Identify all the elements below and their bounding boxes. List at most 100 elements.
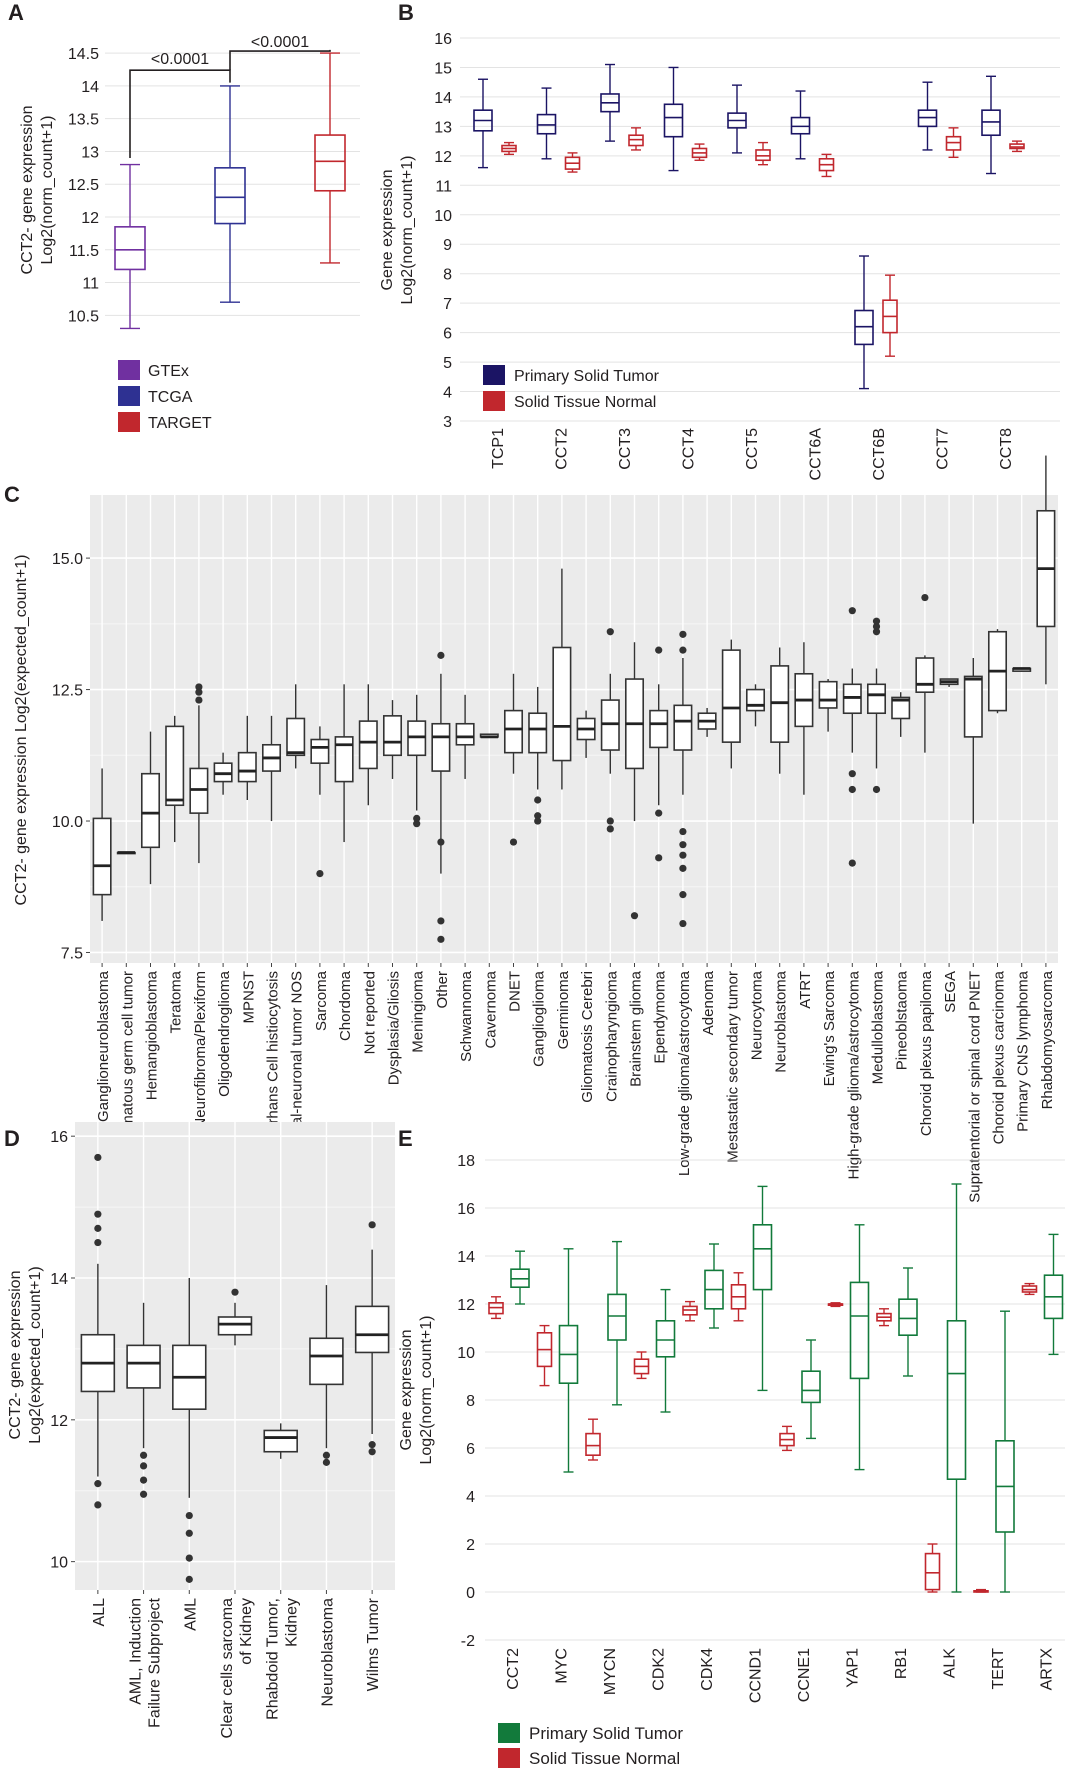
x-tick-label: CCT6A [808, 428, 825, 481]
outlier-point [872, 617, 881, 625]
x-tick-label: Failure Subproject [147, 1597, 164, 1727]
y-tick-label: 0 [466, 1585, 475, 1602]
outlier-point [94, 1210, 102, 1218]
y-axis-label: CCT2- gene expression Log2(expected_count… [7, 1266, 44, 1443]
box-cct2-normal [564, 152, 581, 173]
x-tick-label: Neuroblastoma [319, 1598, 336, 1707]
x-tick-label: ALK [942, 1648, 959, 1679]
y-tick-label: 10 [434, 208, 452, 225]
y-axis-label-line: CCT2- gene expression [7, 1271, 24, 1440]
outlier-point [368, 1441, 376, 1449]
box-iqr [114, 226, 146, 271]
box-chordoma [334, 684, 354, 843]
box-cdk2-normal [633, 1351, 650, 1380]
y-tick-label: 12 [50, 1413, 68, 1430]
box-yap1-tumor [849, 1224, 870, 1471]
panel-d: D 10 12 14 16 CCT2- gene expression Log2(expec… [4, 1122, 395, 1738]
legend-a: GTEx TCGA TARGET [118, 360, 212, 432]
legend-label: Solid Tissue Normal [529, 1749, 680, 1768]
x-tick-label: Chordoma [337, 970, 354, 1041]
legend-swatch [483, 365, 505, 385]
bracket-tcga-target [229, 49, 331, 71]
box-iqr [140, 772, 161, 849]
box-mestastatic-secondary-tumor [721, 639, 741, 769]
box-iqr [915, 657, 935, 693]
box-iqr [585, 1432, 601, 1456]
x-tick-label: CCT7 [935, 428, 952, 470]
box-not-reported [358, 684, 378, 806]
box-myc-tumor [558, 1248, 579, 1473]
box-iqr [663, 103, 684, 138]
box-aml-induction-failure-subproject [126, 1302, 161, 1498]
box-meningioma [407, 694, 427, 828]
x-tick-label: Ganglioglioma [531, 970, 548, 1067]
legend-label: Primary Solid Tumor [529, 1724, 683, 1743]
outlier-point [195, 696, 203, 704]
outlier-point [534, 812, 542, 820]
box-cct2-tumor [510, 1250, 530, 1305]
x-tick-label: Ependymoma [652, 970, 669, 1063]
outlier-point [606, 825, 614, 833]
outlier-point [316, 870, 324, 878]
x-tick-label: ARTX [1039, 1648, 1056, 1691]
x-tick-label: Other [434, 971, 451, 1009]
box-artx-normal [1021, 1282, 1038, 1296]
x-tick-label: Clear cells sarcoma [219, 1598, 236, 1739]
outlier-point [679, 630, 687, 638]
panel-label-e: E [398, 1126, 413, 1151]
legend-swatch [118, 386, 140, 406]
x-tick-label: DNET [507, 971, 524, 1012]
box-tcga [214, 85, 246, 303]
outlier-point [848, 785, 856, 794]
box-gtex [114, 163, 146, 330]
x-tick-label: Glial-neuronal tumor NOS [289, 971, 306, 1144]
x-tick-label: Neurofibroma/Plexiform [192, 971, 209, 1129]
x-tick-label: TCP1 [490, 428, 507, 469]
box-pineoblstaoma [891, 692, 911, 737]
x-tick-label: AML, Induction [128, 1598, 145, 1705]
outlier-point [139, 1490, 148, 1498]
y-tick-label: 13.5 [68, 112, 99, 129]
box-iqr [431, 722, 451, 772]
box-myc-normal [536, 1324, 553, 1387]
x-tick-label: of Kidney [238, 1598, 255, 1665]
box-alk-tumor [946, 1183, 967, 1593]
y-axis-label: CCT2- gene expression Log2(expected_coun… [13, 555, 30, 906]
box-iqr [649, 709, 669, 749]
legend-label: Solid Tissue Normal [514, 394, 656, 411]
outlier-point [195, 688, 203, 696]
y-axis-label-line: Log2(expected_count+1) [27, 1266, 44, 1443]
box-langerhans-cell-histiocytosis [261, 715, 282, 822]
box-iqr [721, 649, 741, 743]
box-yap1-normal [827, 1302, 844, 1308]
y-tick-label: 8 [466, 1393, 475, 1410]
box-cct8-normal [1009, 140, 1025, 153]
box-ewing-s-sarcoma [818, 679, 838, 732]
outlier-point [848, 770, 856, 778]
box-crainopharyngioma [600, 628, 620, 833]
outlier-point [94, 1501, 102, 1509]
outlier-point [139, 1462, 148, 1470]
x-tick-label: Sarcoma [313, 970, 330, 1031]
legend-e: Primary Solid Tumor Solid Tissue Normal [498, 1723, 683, 1768]
x-tick-label: Dysplasia/Gliosis [386, 971, 403, 1085]
y-tick-label: 6 [443, 326, 452, 343]
outlier-point [679, 864, 687, 872]
y-tick-label: 13 [434, 119, 452, 136]
x-tick-label: CCT6B [871, 428, 888, 480]
box-iqr [963, 675, 983, 738]
x-tick-label: Rhabdoid Tumor, [265, 1598, 282, 1720]
y-tick-label: 12.5 [52, 683, 83, 700]
outlier-point [921, 593, 929, 602]
box-iqr [946, 1320, 967, 1481]
outlier-point [185, 1511, 193, 1520]
box-cavernoma [479, 733, 499, 739]
box-cdk2-tumor [655, 1288, 676, 1413]
box-cct6a-tumor [790, 90, 811, 160]
box-adenoma [697, 707, 717, 737]
outlier-point [606, 817, 614, 825]
box-iqr [552, 646, 572, 762]
outlier-point [872, 628, 881, 636]
box-brainstem-glioma [624, 642, 645, 920]
y-tick-label: 15.0 [52, 551, 83, 568]
